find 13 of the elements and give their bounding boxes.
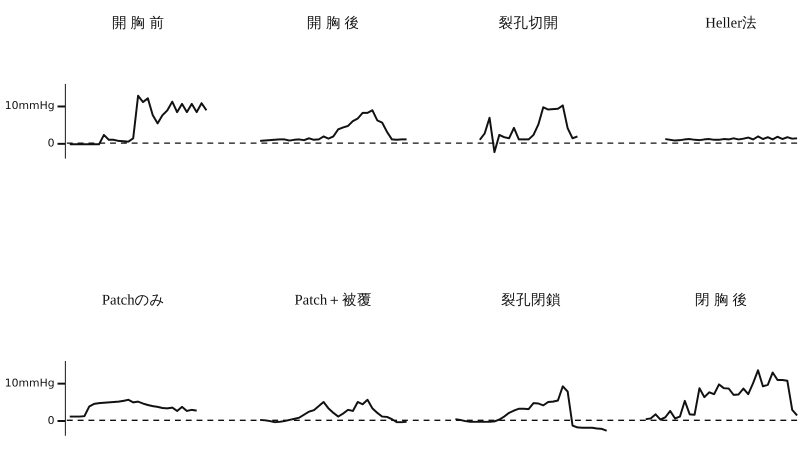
text: 裂孔閉鎖 [501,292,562,309]
y-tick-label: 0 [48,136,55,150]
text: Patch＋被覆 [294,292,372,309]
text: Patchのみ [102,292,165,309]
y-tick-label: 10mmHg [4,99,55,112]
text: 閉 胸 後 [695,292,748,309]
y-tick-label: 0 [48,414,55,427]
text: 裂孔切開 [498,14,559,32]
text: 開 胸 前 [112,14,164,32]
y-tick-label: 10mmHg [4,376,55,390]
text: 開 胸 後 [307,14,360,32]
line-series [68,398,198,418]
text: Heller法 [705,14,758,32]
